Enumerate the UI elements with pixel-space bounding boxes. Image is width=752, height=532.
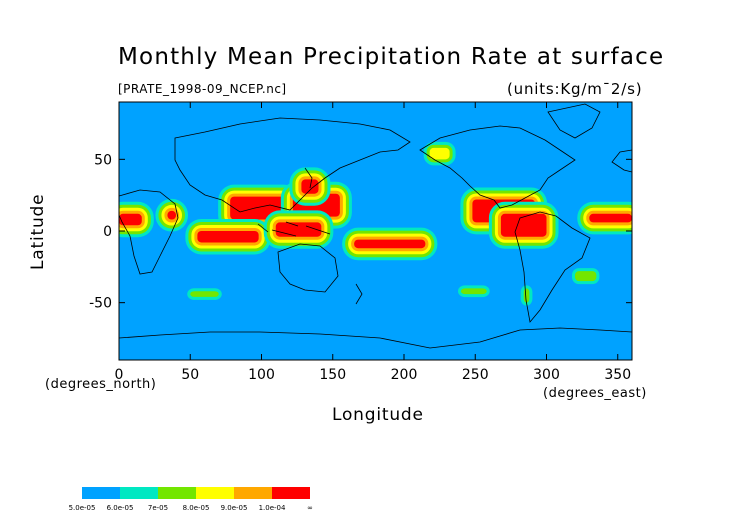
precip-cell [500,213,547,237]
x-tick-label: 300 [533,367,560,383]
legend-swatch [82,487,120,499]
region-12 [572,268,600,285]
chart-title: Monthly Mean Precipitation Rate at surfa… [118,44,665,70]
x-tick-label: 150 [319,367,346,383]
legend-swatch [120,487,158,499]
y-tick-label: -50 [89,296,112,312]
region-13 [520,285,533,306]
legend-label: 8.0e-05 [183,504,210,512]
latitude-unit-label: (degrees_north) [45,377,157,392]
precip-cell [197,231,259,243]
precip-cell [190,291,219,297]
x-tick-label: 100 [248,367,275,383]
region-15 [458,285,490,298]
precip-cell [575,271,597,282]
x-tick-label: 200 [391,367,418,383]
x-tick-label: 350 [604,367,631,383]
precip-cell [354,239,426,249]
region-6 [263,210,334,249]
legend-swatch [196,487,234,499]
x-tick-label: 250 [462,367,489,383]
longitude-unit-label: (degrees_east) [543,386,647,401]
file-label: [PRATE_1998-09_NCEP.nc] [118,82,287,96]
x-axis-label: Longitude [332,405,424,425]
color-legend: 5.0e-05 6.0e-05 7e-05 8.0e-05 9.0e-05 1.0e-04… [69,487,313,512]
region-9 [577,201,632,235]
precip-cell [119,213,142,226]
axes: 0 50 100 150 200 250 300 350 50 0 -50 [89,102,632,383]
region-14 [187,288,222,300]
legend-swatch [158,487,196,499]
legend-label: 1.0e-04 [259,504,286,512]
precip-cell [523,288,530,303]
legend-label: 6.0e-05 [107,504,134,512]
y-tick-label: 50 [94,152,112,168]
region-11 [423,141,456,166]
x-tick-label: 50 [181,367,199,383]
legend-label: 7e-05 [148,504,168,512]
region-7 [342,227,438,261]
legend-label: 5.0e-05 [69,504,96,512]
precip-cell [461,288,487,295]
region-5 [185,219,271,255]
precip-cell [589,213,632,223]
region-10 [155,198,188,232]
coastlines [119,103,632,349]
legend-label: 9.0e-05 [221,504,248,512]
legend-swatch [272,487,310,499]
precip-cell [429,147,450,160]
precip-cell [275,222,322,237]
region-8 [119,201,154,238]
units-label: (units:Kg/m¯2/s) [507,80,643,98]
legend-swatch [234,487,272,499]
precipitation-regions [119,141,632,306]
y-tick-label: 0 [103,224,112,240]
x-tick-label: 0 [115,367,124,383]
region-1 [488,201,559,249]
precip-cell [167,210,176,220]
legend-label: ∞ [307,504,313,512]
